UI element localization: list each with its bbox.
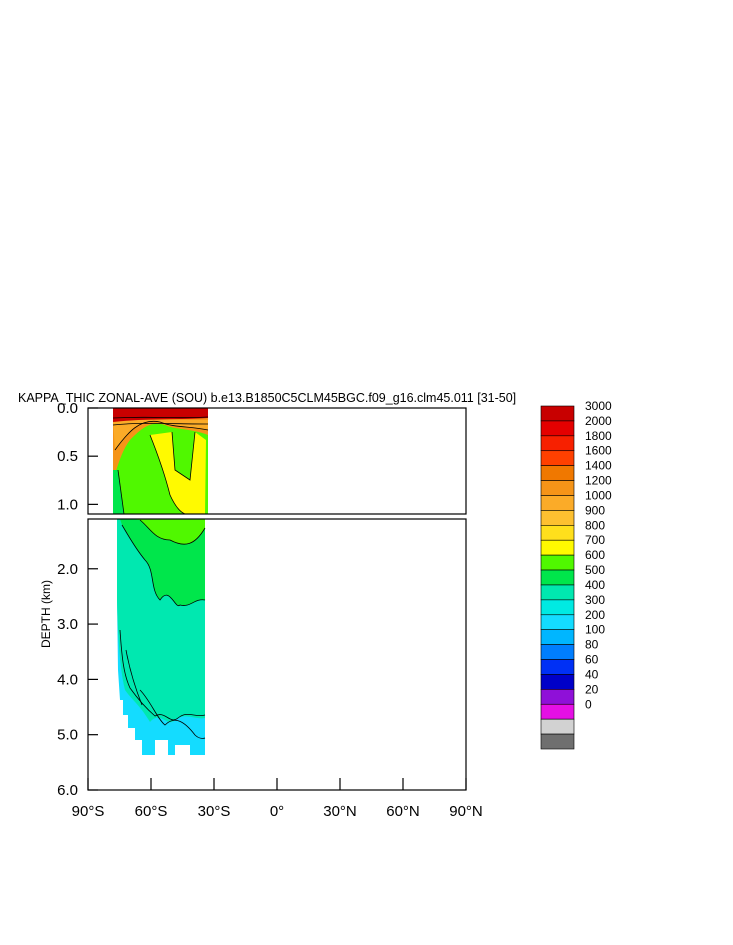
upper-panel-frame bbox=[87, 407, 467, 515]
colorbar-box bbox=[540, 510, 575, 526]
colorbar-label: 40 bbox=[585, 667, 599, 681]
colorbar-label: 300 bbox=[585, 593, 605, 607]
colorbar-label: 400 bbox=[585, 578, 605, 592]
colorbar-box bbox=[540, 689, 575, 705]
y-tick-label: 2.0 bbox=[57, 561, 78, 578]
x-tick-label: 60°S bbox=[135, 803, 168, 820]
lower-contour-5 bbox=[125, 649, 143, 706]
colorbar-box bbox=[540, 405, 575, 422]
lower-contour-3 bbox=[119, 629, 206, 721]
x-tick-label: 90°S bbox=[72, 803, 105, 820]
colorbar-label: 200 bbox=[585, 608, 605, 622]
colorbar-label: 1800 bbox=[585, 429, 612, 443]
y-axis: 0.0 0.5 1.0 2.0 3.0 4.0 5.0 6.0 bbox=[57, 400, 98, 799]
lower-contours bbox=[119, 519, 206, 739]
x-tick-label: 90°N bbox=[449, 803, 483, 820]
y-tick-label: 1.0 bbox=[57, 496, 78, 513]
colorbar-box bbox=[540, 450, 575, 466]
region-upper-yellow bbox=[150, 432, 206, 514]
y-tick-label: 3.0 bbox=[57, 616, 78, 633]
colorbar-box bbox=[540, 539, 575, 556]
lower-contour-2 bbox=[121, 524, 206, 607]
colorbar-box bbox=[540, 629, 575, 645]
y-tick-label: 0.0 bbox=[57, 400, 78, 417]
upper-contour-6 bbox=[117, 469, 125, 514]
y-tick-label: 0.5 bbox=[57, 448, 78, 465]
chart-title: KAPPA_THIC ZONAL-AVE (SOU) b.e13.B1850C5… bbox=[18, 391, 516, 405]
colorbar-box bbox=[540, 614, 575, 630]
region-upper-lightorange bbox=[113, 420, 208, 450]
upper-contour-5 bbox=[171, 431, 196, 481]
x-tick-label: 30°N bbox=[323, 803, 357, 820]
y-axis-label: DEPTH (km) bbox=[39, 580, 53, 648]
colorbar-box bbox=[540, 659, 575, 675]
colorbar-label: 60 bbox=[585, 653, 599, 667]
upper-panel bbox=[88, 408, 466, 514]
x-tick-label: 0° bbox=[270, 803, 284, 820]
upper-contour-3 bbox=[114, 420, 209, 451]
region-upper-left-teal bbox=[113, 470, 124, 514]
colorbar-label: 80 bbox=[585, 638, 599, 652]
colorbar-box bbox=[540, 703, 575, 720]
lower-panel bbox=[88, 519, 466, 790]
colorbar-box bbox=[540, 525, 575, 541]
x-tick-label: 60°N bbox=[386, 803, 420, 820]
upper-contours bbox=[112, 416, 209, 514]
colorbar-label: 3000 bbox=[585, 399, 612, 413]
lower-contour-1 bbox=[139, 519, 206, 545]
colorbar-label: 800 bbox=[585, 518, 605, 532]
colorbar: 3000200018001600140012001000900800700600… bbox=[540, 399, 612, 750]
y-tick-label: 6.0 bbox=[57, 782, 78, 799]
colorbar-box bbox=[540, 644, 575, 660]
colorbar-label: 2000 bbox=[585, 414, 612, 428]
colorbar-box bbox=[540, 569, 575, 586]
colorbar-label: 20 bbox=[585, 682, 599, 696]
upper-contour-1 bbox=[112, 416, 209, 419]
colorbar-label: 600 bbox=[585, 548, 605, 562]
region-upper-red bbox=[113, 408, 208, 422]
colorbar-box bbox=[540, 584, 575, 601]
colorbar-label: 1000 bbox=[585, 488, 612, 502]
colorbar-box bbox=[540, 435, 575, 452]
colorbar-label: 1600 bbox=[585, 444, 612, 458]
colorbar-label: 100 bbox=[585, 623, 605, 637]
colorbar-box bbox=[540, 733, 575, 750]
colorbar-box bbox=[540, 495, 575, 511]
colorbar-box bbox=[540, 674, 575, 690]
colorbar-label: 1200 bbox=[585, 474, 612, 488]
x-tick-label: 30°S bbox=[198, 803, 231, 820]
y-tick-label: 4.0 bbox=[57, 671, 78, 688]
colorbar-box bbox=[540, 718, 575, 735]
colorbar-box bbox=[540, 599, 575, 616]
colorbar-box bbox=[540, 480, 575, 496]
colorbar-box bbox=[540, 554, 575, 571]
colorbar-label: 900 bbox=[585, 503, 605, 517]
upper-contour-2 bbox=[112, 422, 209, 426]
colorbar-label: 0 bbox=[585, 697, 592, 711]
x-axis: 90°S 60°S 30°S 0° 30°N 60°N 90°N bbox=[72, 778, 483, 820]
colorbar-label: 700 bbox=[585, 533, 605, 547]
colorbar-label: 500 bbox=[585, 563, 605, 577]
lower-contour-4 bbox=[139, 689, 206, 739]
colorbar-label: 1400 bbox=[585, 459, 612, 473]
colorbar-box bbox=[540, 465, 575, 481]
y-tick-label: 5.0 bbox=[57, 727, 78, 744]
region-lower-brightgreen bbox=[130, 519, 205, 545]
upper-contour-4 bbox=[149, 434, 186, 514]
colorbar-box bbox=[540, 420, 575, 437]
